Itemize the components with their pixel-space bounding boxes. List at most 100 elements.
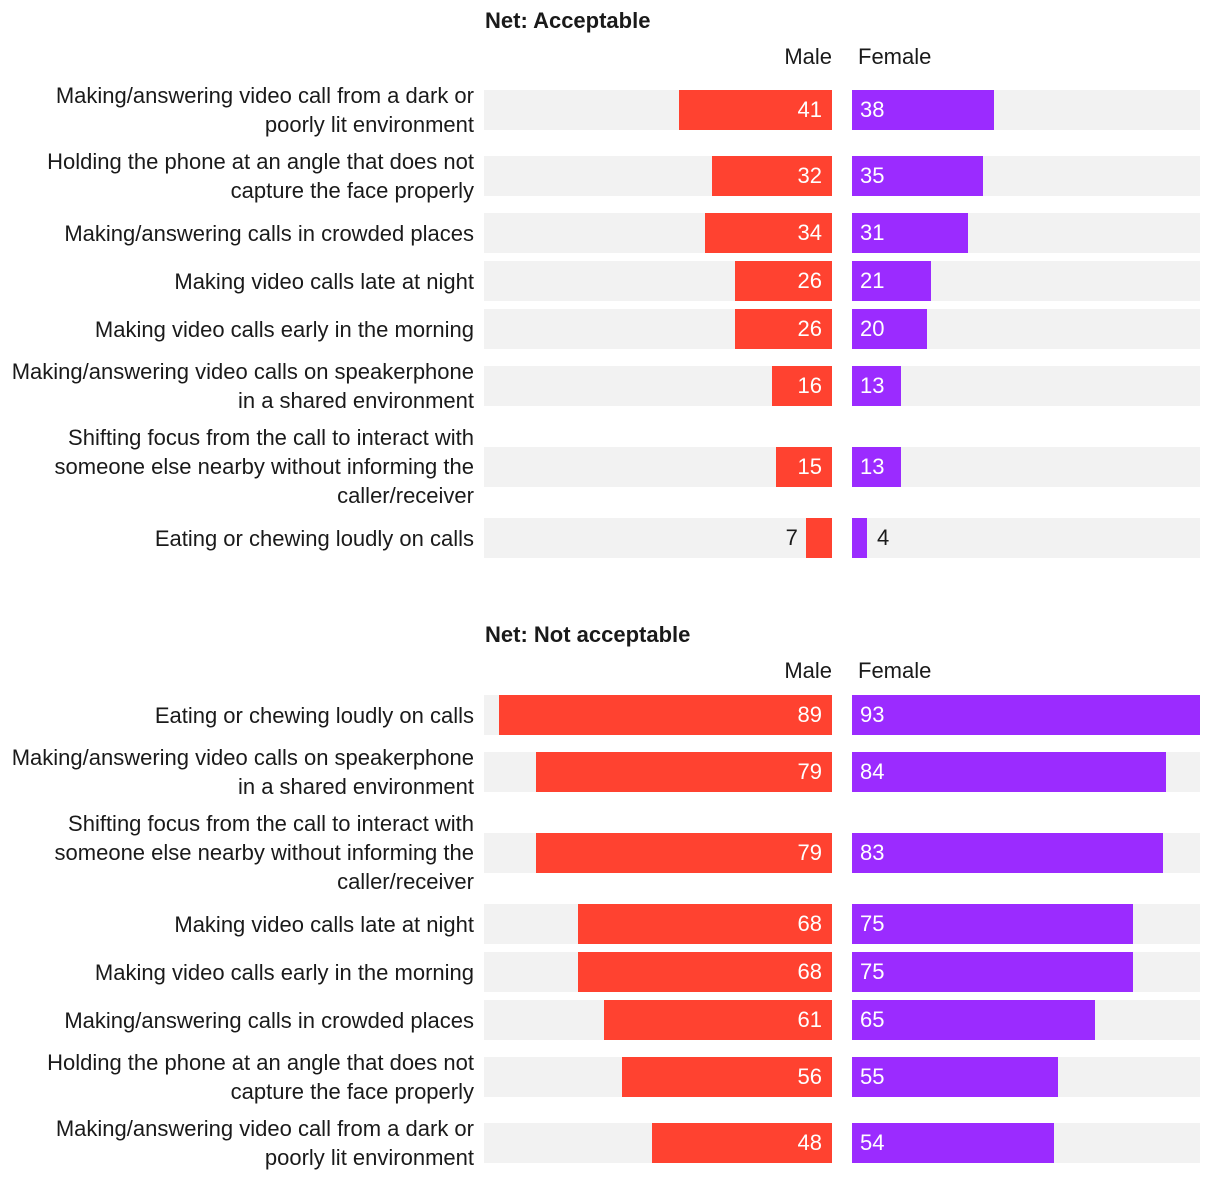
bar-track <box>852 446 1200 487</box>
value-label: 48 <box>797 1130 822 1155</box>
value-label: 41 <box>797 97 822 122</box>
bar <box>498 695 832 735</box>
category-label: Making video calls early in the morning <box>94 959 474 985</box>
value-label: 65 <box>860 1007 885 1032</box>
bar <box>852 952 1133 992</box>
bar <box>704 213 832 253</box>
bar <box>622 1057 832 1097</box>
value-label: 21 <box>860 268 885 293</box>
value-label: 79 <box>797 839 822 865</box>
bar <box>577 904 832 944</box>
row: Making/answering calls in crowded places… <box>0 213 1220 253</box>
value-label: 16 <box>797 373 822 398</box>
value-label: 55 <box>860 1064 885 1089</box>
bar <box>852 90 995 130</box>
bar <box>852 832 1163 873</box>
value-label: 83 <box>860 839 885 865</box>
value-label: 4 <box>876 525 890 550</box>
value-label: 34 <box>797 220 822 245</box>
bar <box>536 832 832 873</box>
bar <box>772 366 832 406</box>
bar <box>734 309 832 349</box>
bar <box>852 904 1133 944</box>
row: Holding the phone at an angle that does … <box>0 1048 1220 1106</box>
value-label: 54 <box>860 1130 885 1155</box>
value-label: 56 <box>797 1064 822 1089</box>
bar-track <box>852 366 1200 406</box>
category-label: Making/answering video call from a dark … <box>55 83 474 137</box>
bar <box>536 752 832 792</box>
value-label: 68 <box>797 911 822 936</box>
value-label: 20 <box>860 316 885 341</box>
category-label: Making/answering calls in crowded places <box>64 220 474 246</box>
bar <box>852 309 927 349</box>
bar <box>852 261 931 301</box>
row: Making video calls early in the morning 2… <box>0 309 1220 349</box>
value-label: 89 <box>797 702 822 727</box>
value-label: 32 <box>797 163 822 188</box>
bar-track <box>484 518 832 558</box>
category-label: Making video calls late at night <box>174 268 474 294</box>
value-label: 68 <box>797 959 822 984</box>
category-label: Shifting focus from the call to interact… <box>54 425 474 508</box>
category-label: Making video calls late at night <box>174 911 474 937</box>
value-label: 75 <box>860 959 885 984</box>
category-label: Holding the phone at an angle that does … <box>47 1050 474 1104</box>
bar <box>712 156 832 196</box>
bar <box>852 1123 1055 1163</box>
category-label: Shifting focus from the call to interact… <box>54 811 474 894</box>
row: Making video calls early in the morning 6… <box>0 952 1220 992</box>
bar <box>603 1000 832 1040</box>
bar <box>852 1000 1096 1040</box>
row: Making/answering video call from a dark … <box>0 81 1220 139</box>
row: Holding the phone at an angle that does … <box>0 147 1220 205</box>
category-label: Eating or chewing loudly on calls <box>154 702 474 728</box>
category-label: Making/answering video calls on speakerp… <box>11 745 474 799</box>
value-label: 15 <box>797 453 822 479</box>
category-label: Making/answering calls in crowded places <box>64 1007 474 1033</box>
row: Shifting focus from the call to interact… <box>0 423 1220 510</box>
value-label: 31 <box>860 220 885 245</box>
bar <box>852 518 867 558</box>
bar <box>775 446 832 487</box>
value-label: 61 <box>797 1007 822 1032</box>
row: Eating or chewing loudly on calls 89 93 <box>0 695 1220 735</box>
legend-male: Male <box>784 658 832 683</box>
row: Making/answering video call from a dark … <box>0 1114 1220 1172</box>
value-label: 13 <box>860 453 885 479</box>
value-label: 84 <box>860 759 885 784</box>
row: Making/answering video calls on speakerp… <box>0 743 1220 801</box>
row: Making/answering video calls on speakerp… <box>0 357 1220 415</box>
panel-title: Net: Acceptable <box>485 8 651 33</box>
row: Shifting focus from the call to interact… <box>0 809 1220 896</box>
category-label: Eating or chewing loudly on calls <box>154 525 474 551</box>
value-label: 35 <box>860 163 885 188</box>
bar-track <box>852 518 1200 558</box>
bar <box>852 695 1200 735</box>
row: Making video calls late at night 68 75 <box>0 904 1220 944</box>
bar <box>734 261 832 301</box>
bar <box>805 518 832 558</box>
row: Making/answering calls in crowded places… <box>0 1000 1220 1040</box>
value-label: 26 <box>797 316 822 341</box>
bar <box>852 446 901 487</box>
value-label: 38 <box>860 97 885 122</box>
bar <box>852 1057 1058 1097</box>
bar <box>852 156 983 196</box>
bar <box>577 952 832 992</box>
bar <box>652 1123 832 1163</box>
rows: Eating or chewing loudly on calls 89 93 Mak… <box>0 695 1220 1180</box>
bar <box>852 366 901 406</box>
legend-female: Female <box>858 658 932 683</box>
value-label: 93 <box>860 702 885 727</box>
value-label: 13 <box>860 373 885 398</box>
value-label: 75 <box>860 911 885 936</box>
rows: Making/answering video call from a dark … <box>0 81 1220 566</box>
bar <box>678 90 832 130</box>
category-label: Making/answering video call from a dark … <box>55 1116 474 1170</box>
bar <box>852 752 1167 792</box>
category-label: Holding the phone at an angle that does … <box>47 149 474 203</box>
value-label: 26 <box>797 268 822 293</box>
category-label: Making video calls early in the morning <box>94 316 474 342</box>
